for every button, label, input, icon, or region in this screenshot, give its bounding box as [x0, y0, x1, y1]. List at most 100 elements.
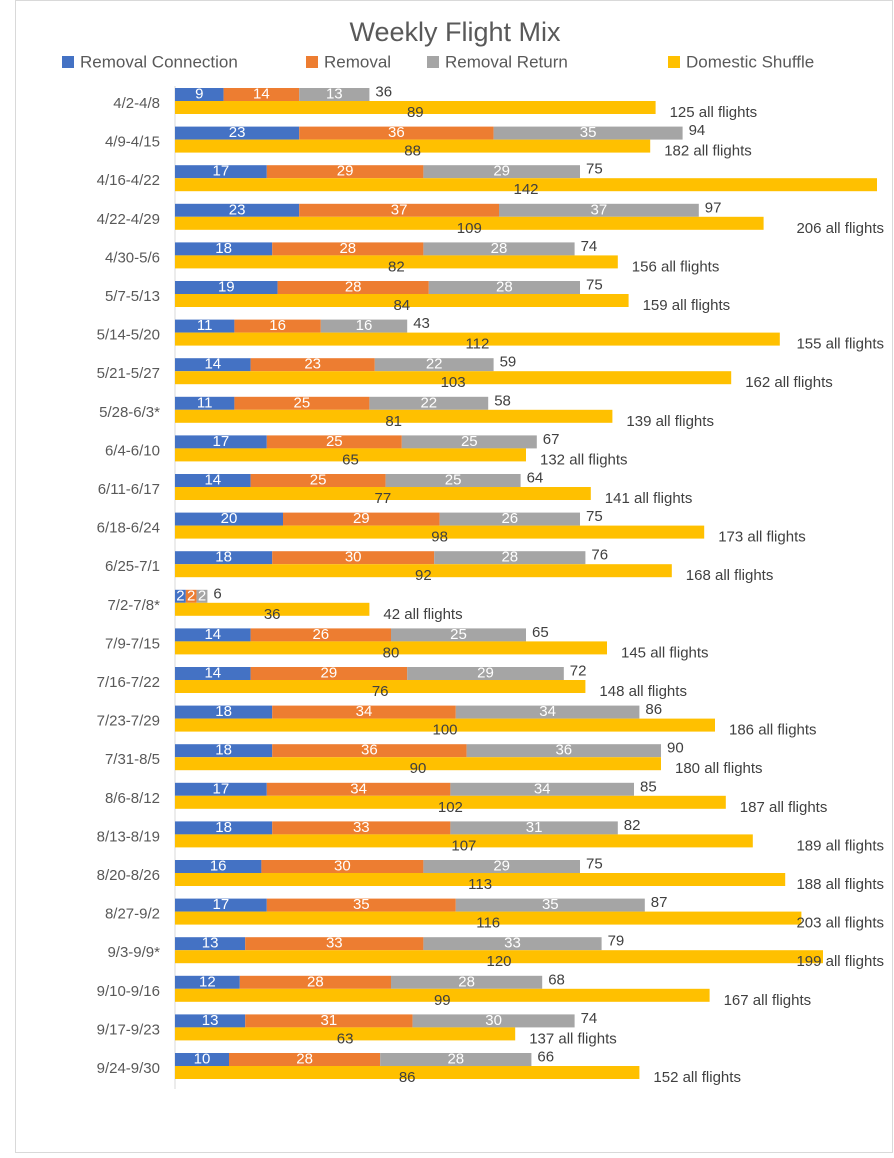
data-label: 26	[312, 626, 329, 643]
bar	[175, 564, 672, 578]
data-label: 35	[542, 896, 559, 913]
bar-segment	[175, 1053, 229, 1066]
stack-total-label: 97	[705, 199, 722, 216]
data-label: 17	[213, 163, 230, 180]
y-tick-label: 6/4-6/10	[105, 442, 160, 459]
total-label: 152 all flights	[653, 1069, 741, 1086]
data-label: 16	[269, 317, 286, 334]
data-label: 25	[445, 471, 462, 488]
data-label: 84	[393, 297, 410, 314]
data-label: 2	[187, 587, 195, 604]
bar	[175, 255, 618, 269]
data-label: 28	[501, 549, 518, 566]
stack-total-label: 59	[500, 354, 517, 371]
y-tick-label: 4/9-4/15	[105, 134, 160, 151]
data-label: 33	[353, 819, 370, 836]
total-label: 168 all flights	[686, 567, 774, 584]
y-tick-label: 6/18-6/24	[97, 520, 160, 537]
total-label: 206 all flights	[796, 220, 884, 237]
data-label: 20	[221, 510, 238, 527]
data-label: 37	[591, 201, 608, 218]
legend-label: Domestic Shuffle	[686, 52, 814, 71]
stack-total-label: 64	[527, 469, 544, 486]
bar-segment	[385, 474, 521, 487]
data-label: 107	[451, 837, 476, 854]
total-label: 132 all flights	[540, 451, 628, 468]
data-label: 22	[420, 394, 437, 411]
y-tick-label: 7/23-7/29	[97, 713, 160, 730]
bar-segment	[391, 975, 543, 989]
data-label: 14	[204, 626, 221, 643]
data-label: 28	[345, 278, 362, 295]
bar	[175, 448, 526, 462]
bar-segment	[175, 782, 267, 796]
data-label: 22	[426, 356, 443, 373]
bar-segment	[266, 165, 424, 179]
bar	[175, 641, 607, 655]
total-label: 173 all flights	[718, 529, 806, 546]
data-label: 31	[321, 1012, 338, 1029]
data-label: 16	[210, 857, 227, 874]
bar-segment	[175, 88, 224, 101]
data-label: 33	[326, 935, 343, 952]
y-tick-label: 5/28-6/3*	[99, 404, 160, 421]
data-label: 88	[404, 143, 421, 160]
data-label: 90	[410, 760, 427, 777]
bar	[175, 101, 656, 114]
data-label: 34	[534, 780, 551, 797]
stack-total-label: 75	[586, 161, 603, 178]
bar-segment	[175, 589, 186, 603]
total-label: 145 all flights	[621, 644, 709, 661]
total-label: 42 all flights	[383, 606, 462, 623]
data-label: 14	[204, 471, 221, 488]
y-tick-label: 8/6-8/12	[105, 790, 160, 807]
stack-total-label: 36	[375, 83, 392, 100]
bar-segment	[439, 512, 580, 526]
bar-segment	[175, 551, 273, 565]
bar-segment	[493, 126, 683, 140]
bar-segment	[196, 589, 208, 603]
data-label: 12	[199, 973, 216, 990]
legend-label: Removal Return	[445, 52, 568, 71]
bar-segment	[272, 744, 467, 758]
bar-segment	[175, 937, 246, 951]
bar-segment	[175, 821, 273, 835]
stack-total-label: 58	[494, 392, 511, 409]
y-tick-label: 4/22-4/29	[97, 211, 160, 228]
bar	[175, 988, 710, 1002]
bar-segment	[245, 937, 424, 951]
bar-segment	[234, 396, 370, 410]
data-label: 29	[493, 163, 510, 180]
data-label: 23	[229, 201, 246, 218]
data-label: 16	[356, 317, 373, 334]
data-label: 23	[229, 124, 246, 141]
data-label: 30	[334, 857, 351, 874]
data-label: 28	[307, 973, 324, 990]
data-label: 19	[218, 278, 235, 295]
bar-segment	[266, 782, 451, 796]
legend-label: Removal Connection	[80, 52, 238, 71]
total-label: 186 all flights	[729, 722, 817, 739]
data-label: 25	[326, 433, 343, 450]
bar-segment	[374, 358, 494, 372]
data-label: 18	[215, 703, 232, 720]
data-label: 36	[361, 742, 378, 759]
data-label: 80	[383, 644, 400, 661]
bar-segment	[380, 1053, 532, 1066]
data-label: 28	[491, 240, 508, 257]
y-tick-label: 9/24-9/30	[97, 1060, 160, 1077]
data-label: 63	[337, 1030, 354, 1047]
stack-total-label: 75	[586, 508, 603, 525]
stack-total-label: 66	[537, 1048, 554, 1065]
data-label: 14	[253, 85, 270, 102]
stack-total-label: 85	[640, 778, 657, 795]
data-label: 23	[304, 356, 321, 373]
data-label: 30	[485, 1012, 502, 1029]
bar-segment	[223, 88, 300, 101]
data-label: 29	[353, 510, 370, 527]
data-label: 17	[213, 780, 230, 797]
data-label: 29	[321, 664, 338, 681]
y-tick-label: 8/20-8/26	[97, 867, 160, 884]
stack-total-label: 65	[532, 624, 549, 641]
